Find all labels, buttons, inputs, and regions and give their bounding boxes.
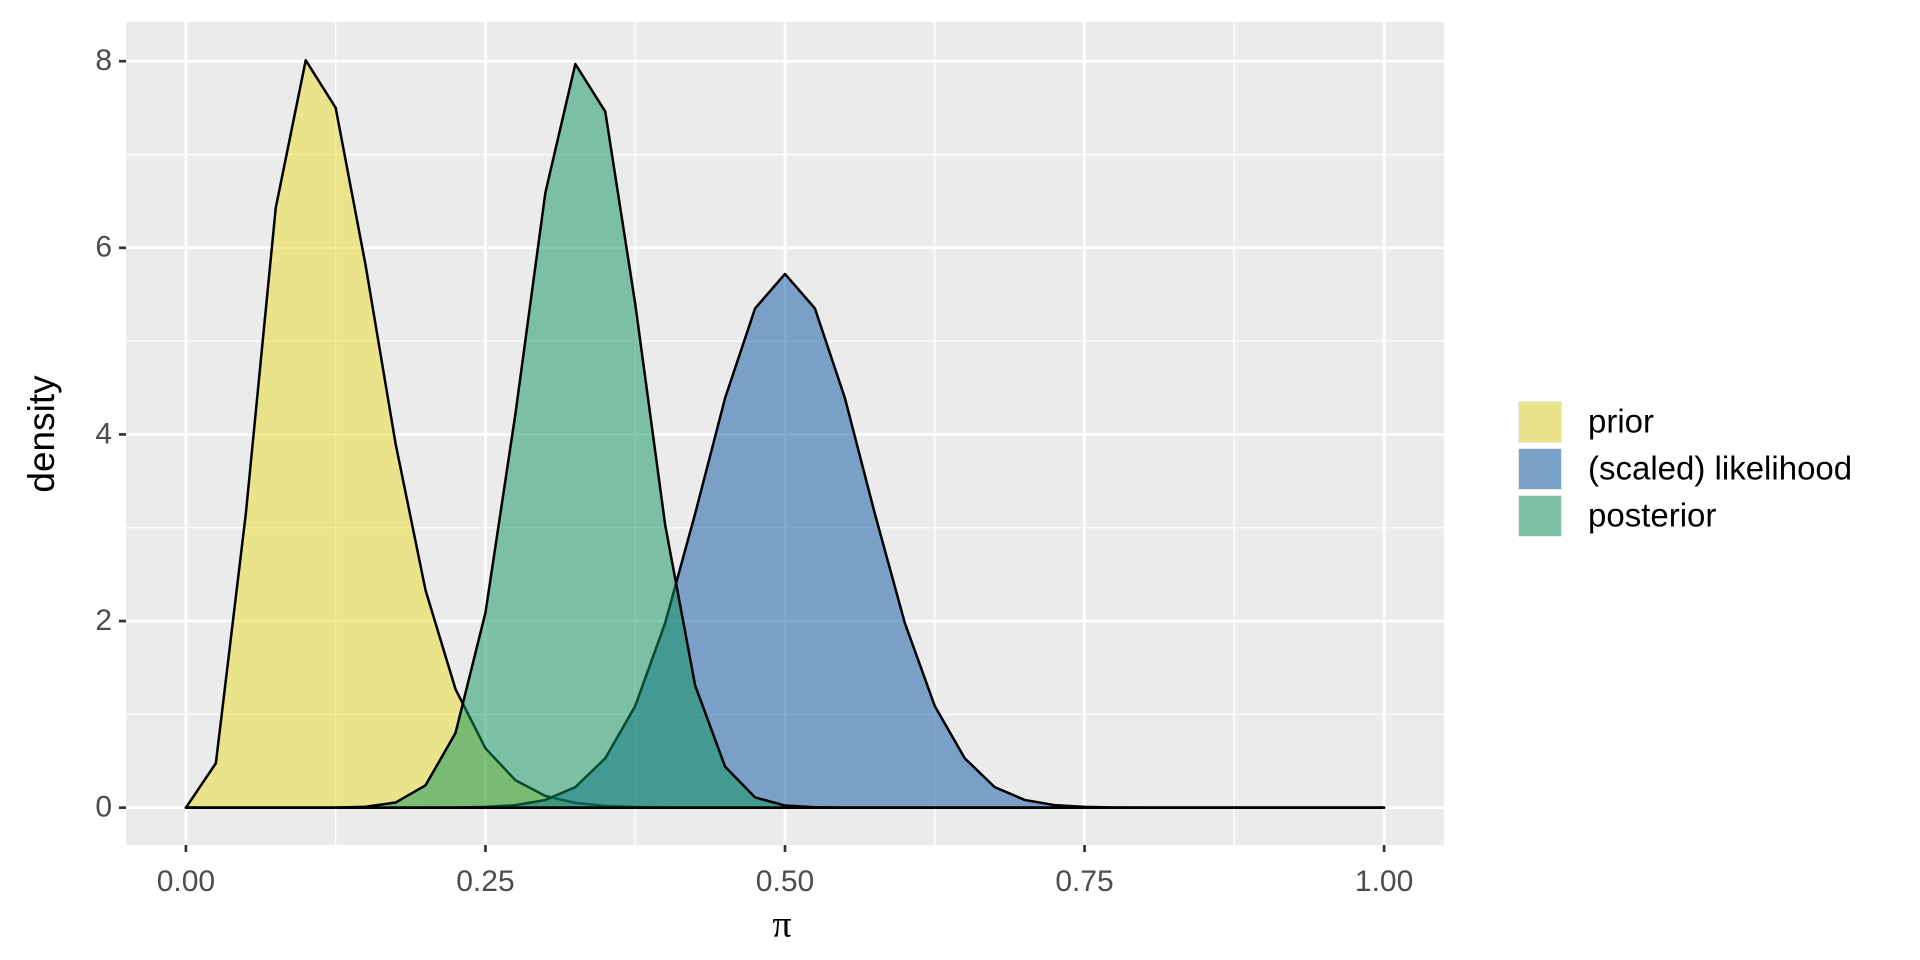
y-tick-label: 0	[95, 791, 112, 824]
legend-key	[1519, 496, 1561, 536]
legend-key	[1519, 449, 1561, 489]
y-axis-title: density	[21, 375, 62, 493]
x-tick-label: 0.00	[157, 865, 215, 898]
x-axis-title: π	[772, 904, 791, 946]
x-tick-label: 0.25	[456, 865, 514, 898]
density-area	[184, 62, 1386, 809]
legend-label: prior	[1588, 403, 1654, 440]
y-tick-label: 2	[95, 604, 112, 637]
x-tick-label: 0.75	[1055, 865, 1113, 898]
x-tick-label: 0.50	[756, 865, 814, 898]
legend-key	[1519, 402, 1561, 442]
y-tick-label: 4	[95, 417, 112, 450]
legend-label: posterior	[1588, 497, 1716, 534]
y-tick-label: 6	[95, 231, 112, 264]
legend-label: (scaled) likelihood	[1588, 450, 1852, 487]
y-tick-label: 8	[95, 44, 112, 77]
x-tick-label: 1.00	[1355, 865, 1413, 898]
